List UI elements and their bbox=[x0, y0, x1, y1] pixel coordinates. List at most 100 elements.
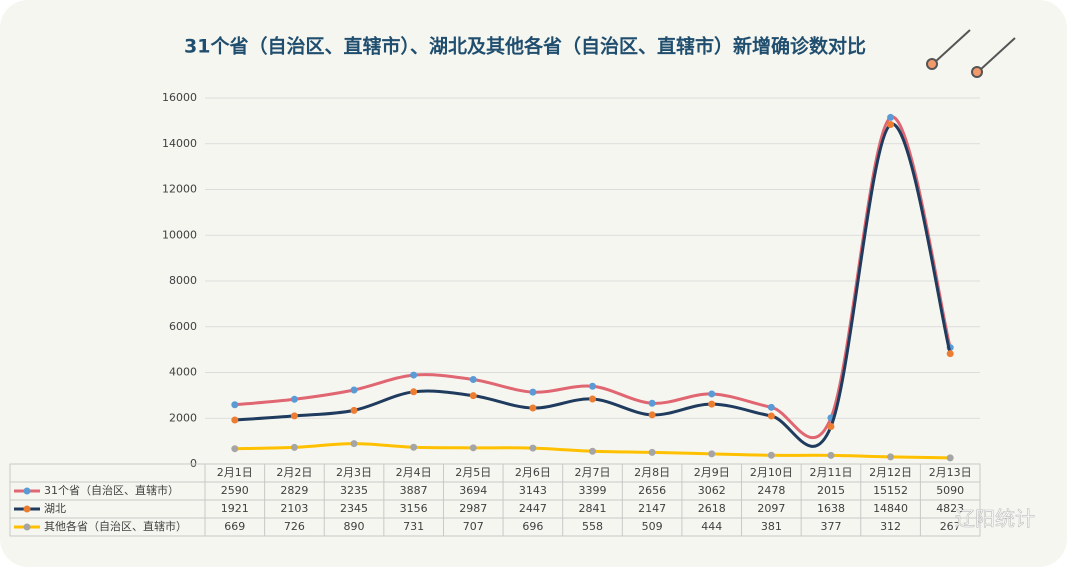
x-tick-label: 2月6日 bbox=[515, 466, 551, 479]
data-point bbox=[648, 411, 656, 419]
data-point bbox=[767, 451, 775, 459]
y-tick-label: 2000 bbox=[169, 411, 197, 424]
data-point bbox=[589, 382, 596, 390]
y-tick-label: 4000 bbox=[169, 366, 197, 379]
data-point bbox=[887, 453, 895, 461]
data-point bbox=[648, 399, 656, 407]
data-point bbox=[648, 448, 656, 456]
table-value: 2656 bbox=[638, 484, 666, 497]
x-tick-label: 2月5日 bbox=[455, 466, 491, 479]
x-tick-label: 2月3日 bbox=[336, 466, 372, 479]
table-value: 444 bbox=[701, 520, 722, 533]
data-point bbox=[946, 350, 954, 358]
x-tick-label: 2月9日 bbox=[694, 466, 730, 479]
table-value: 2015 bbox=[817, 484, 845, 497]
data-point bbox=[350, 440, 358, 448]
table-value: 696 bbox=[522, 520, 543, 533]
table-value: 890 bbox=[344, 520, 365, 533]
table-value: 1638 bbox=[817, 502, 845, 515]
table-value: 5090 bbox=[936, 484, 964, 497]
table-value: 2097 bbox=[757, 502, 785, 515]
table-value: 377 bbox=[820, 520, 841, 533]
data-point bbox=[946, 454, 954, 462]
data-point bbox=[589, 447, 596, 455]
table-value: 3156 bbox=[400, 502, 428, 515]
table-value: 3887 bbox=[400, 484, 428, 497]
legend-marker bbox=[23, 505, 31, 513]
data-point bbox=[767, 412, 775, 420]
data-point bbox=[410, 388, 418, 396]
y-tick-label: 6000 bbox=[169, 320, 197, 333]
table-value: 707 bbox=[463, 520, 484, 533]
table-value: 3399 bbox=[579, 484, 607, 497]
data-point bbox=[767, 403, 775, 411]
table-value: 3062 bbox=[698, 484, 726, 497]
table-value: 2987 bbox=[459, 502, 487, 515]
table-value: 2345 bbox=[340, 502, 368, 515]
data-point bbox=[350, 386, 358, 394]
syringe-icon bbox=[926, 29, 1016, 78]
y-tick-label: 12000 bbox=[162, 183, 197, 196]
data-point bbox=[887, 121, 895, 129]
table-value: 2478 bbox=[757, 484, 785, 497]
data-point bbox=[410, 371, 418, 379]
y-tick-label: 14000 bbox=[162, 137, 197, 150]
data-point bbox=[290, 443, 298, 451]
data-point bbox=[410, 443, 418, 451]
data-point bbox=[708, 450, 716, 458]
table-value: 2103 bbox=[280, 502, 308, 515]
x-tick-label: 2月8日 bbox=[634, 466, 670, 479]
data-point bbox=[529, 404, 537, 412]
data-point bbox=[231, 416, 239, 424]
y-tick-label: 10000 bbox=[162, 228, 197, 241]
table-value: 669 bbox=[224, 520, 245, 533]
table-value: 731 bbox=[403, 520, 424, 533]
data-point bbox=[708, 400, 716, 408]
x-tick-label: 2月13日 bbox=[929, 466, 972, 479]
data-point bbox=[231, 401, 239, 409]
data-point bbox=[469, 444, 477, 452]
y-tick-label: 16000 bbox=[162, 91, 197, 104]
x-tick-label: 2月11日 bbox=[809, 466, 852, 479]
data-point bbox=[887, 113, 895, 121]
table-value: 3694 bbox=[459, 484, 487, 497]
data-point bbox=[350, 406, 358, 414]
table-value: 2590 bbox=[221, 484, 249, 497]
table-value: 2447 bbox=[519, 502, 547, 515]
table-value: 2829 bbox=[280, 484, 308, 497]
legend-label: 31个省（自治区、直辖市） bbox=[44, 483, 179, 497]
legend-marker bbox=[23, 487, 31, 495]
table-value: 2147 bbox=[638, 502, 666, 515]
table-value: 558 bbox=[582, 520, 603, 533]
x-tick-label: 2月7日 bbox=[575, 466, 611, 479]
table-value: 15152 bbox=[873, 484, 908, 497]
table-value: 1921 bbox=[221, 502, 249, 515]
watermark: 辽阳统计 bbox=[955, 507, 1035, 531]
table-value: 3143 bbox=[519, 484, 547, 497]
data-point bbox=[290, 395, 298, 403]
table-value: 14840 bbox=[873, 502, 908, 515]
x-tick-label: 2月10日 bbox=[750, 466, 793, 479]
data-point bbox=[589, 395, 596, 403]
table-value: 267 bbox=[940, 520, 961, 533]
data-point bbox=[827, 451, 835, 459]
x-tick-label: 2月12日 bbox=[869, 466, 912, 479]
table-value: 2618 bbox=[698, 502, 726, 515]
x-tick-label: 2月4日 bbox=[396, 466, 432, 479]
table-value: 4823 bbox=[936, 502, 964, 515]
data-point bbox=[469, 375, 477, 383]
data-point bbox=[231, 445, 239, 453]
table-value: 381 bbox=[761, 520, 782, 533]
data-point bbox=[469, 392, 477, 400]
legend-marker bbox=[23, 523, 31, 531]
table-value: 312 bbox=[880, 520, 901, 533]
table-value: 726 bbox=[284, 520, 305, 533]
data-point bbox=[529, 444, 537, 452]
table-value: 3235 bbox=[340, 484, 368, 497]
data-point bbox=[708, 390, 716, 398]
y-tick-label: 8000 bbox=[169, 274, 197, 287]
chart-title: 31个省（自治区、直辖市）、湖北及其他各省（自治区、直辖市）新增确诊数对比 bbox=[184, 35, 866, 58]
legend-label: 湖北 bbox=[44, 502, 66, 515]
